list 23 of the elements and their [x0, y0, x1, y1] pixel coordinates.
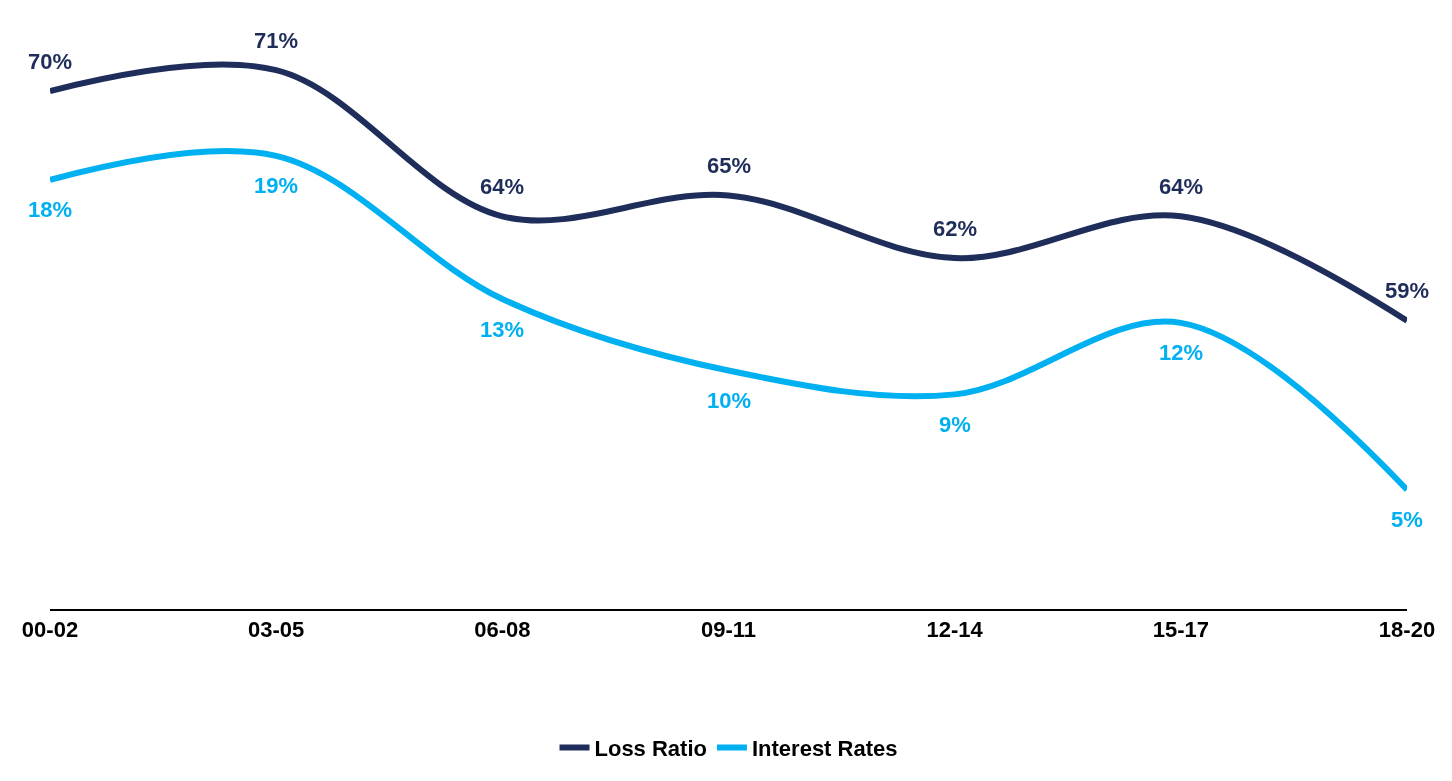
legend-label: Loss Ratio	[594, 736, 707, 762]
data-label: 5%	[1391, 507, 1423, 532]
data-label: 70%	[28, 49, 73, 74]
x-tick-label: 09-11	[700, 617, 757, 643]
data-label: 9%	[939, 412, 971, 437]
legend-label: Interest Rates	[751, 736, 898, 762]
x-tick-label: 06-08	[474, 617, 531, 643]
x-tick-label: 00-02	[21, 617, 79, 643]
data-label: 64%	[1159, 174, 1204, 199]
data-label: 71%	[254, 28, 299, 53]
data-label: 19%	[254, 173, 299, 198]
data-label: 18%	[28, 197, 73, 222]
data-label: 64%	[480, 174, 525, 199]
x-tick-label: 03-05	[248, 617, 305, 643]
data-label: 10%	[707, 388, 752, 413]
x-tick-label: 18-20	[1378, 617, 1436, 643]
x-tick-label: 15-17	[1152, 617, 1209, 643]
x-tick-label: 12-14	[926, 617, 984, 643]
data-label: 13%	[480, 317, 525, 342]
data-label: 59%	[1385, 278, 1430, 303]
data-label: 62%	[933, 216, 978, 241]
data-label: 12%	[1159, 340, 1204, 365]
data-label: 65%	[707, 153, 752, 178]
